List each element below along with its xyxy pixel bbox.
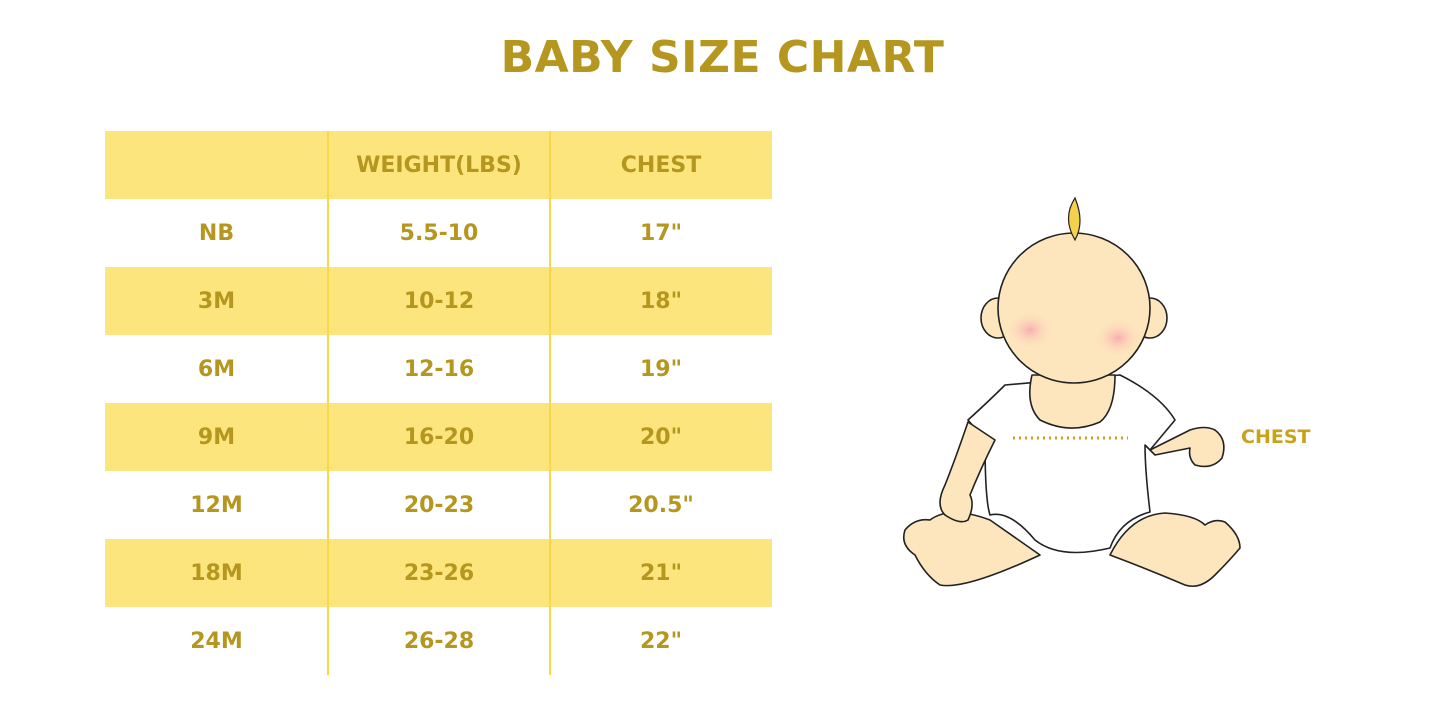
chest-cell: 22" — [639, 628, 683, 654]
table-row: 12M 20-23 20.5" — [105, 471, 772, 539]
size-cell: 6M — [197, 356, 236, 382]
size-cell: NB — [198, 220, 235, 246]
table-row: NB 5.5-10 17" — [105, 199, 772, 267]
size-cell: 24M — [190, 628, 243, 654]
table-row: 9M 16-20 20" — [105, 403, 772, 471]
column-divider — [549, 131, 551, 675]
chest-cell: 17" — [639, 220, 683, 246]
hair-curl — [1067, 196, 1081, 242]
size-cell: 3M — [197, 288, 236, 314]
table-header: WEIGHT(LBS) CHEST — [105, 131, 772, 199]
chest-cell: 18" — [639, 288, 683, 314]
weight-cell: 23-26 — [403, 560, 475, 586]
table-row: 6M 12-16 19" — [105, 335, 772, 403]
chest-cell: CHEST — [620, 152, 702, 178]
weight-cell: WEIGHT(LBS) — [356, 152, 522, 178]
chest-cell: 19" — [639, 356, 683, 382]
table-row: 18M 23-26 21" — [105, 539, 772, 607]
weight-cell: 26-28 — [403, 628, 475, 654]
weight-cell: 16-20 — [403, 424, 475, 450]
chest-cell: 20.5" — [628, 492, 694, 518]
size-cell: 12M — [190, 492, 243, 518]
page-title: BABY SIZE CHART — [500, 32, 945, 83]
chest-label: CHEST — [1241, 426, 1311, 448]
size-cell: 9M — [197, 424, 236, 450]
weight-cell: 20-23 — [403, 492, 475, 518]
column-divider — [327, 131, 329, 675]
chest-cell: 20" — [639, 424, 683, 450]
table-row: 3M 10-12 18" — [105, 267, 772, 335]
size-table: WEIGHT(LBS) CHEST NB 5.5-10 17" 3M 10-12 18" 6M 1… — [105, 131, 772, 675]
size-cell: 18M — [190, 560, 243, 586]
weight-cell: 10-12 — [403, 288, 475, 314]
table-row: 24M 26-28 22" — [105, 607, 772, 675]
weight-cell: 12-16 — [403, 356, 475, 382]
weight-cell: 5.5-10 — [399, 220, 479, 246]
chest-cell: 21" — [639, 560, 683, 586]
